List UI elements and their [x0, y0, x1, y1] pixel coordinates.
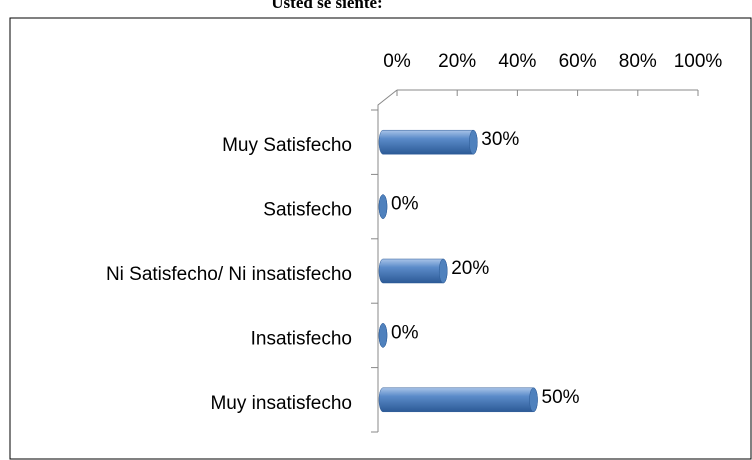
data-label: 0%: [391, 322, 419, 343]
y-tick-label: Insatisfecho: [251, 328, 352, 349]
x-tick-label: 60%: [559, 51, 597, 72]
x-tick-label: 20%: [438, 51, 476, 72]
y-tick-label: Ni Satisfecho/ Ni insatisfecho: [106, 264, 352, 285]
axis-wall: [377, 89, 398, 432]
y-tick-label: Muy Satisfecho: [222, 135, 352, 156]
bar-cap: [438, 258, 448, 284]
data-label: 30%: [481, 129, 519, 150]
bar-cap: [378, 323, 388, 348]
chart-frame: [9, 17, 752, 460]
bar: [378, 258, 448, 284]
y-tick-label: Muy insatisfecho: [210, 393, 352, 414]
data-label: 20%: [451, 258, 489, 279]
y-tick-label: Satisfecho: [263, 200, 352, 221]
bar-cap: [469, 129, 478, 155]
x-tick-label: 40%: [498, 51, 536, 72]
x-tick-label: 100%: [674, 51, 723, 72]
bar: [378, 387, 538, 413]
x-tick-label: 0%: [383, 51, 411, 72]
bar-cap: [529, 387, 538, 413]
bar-cap: [378, 194, 388, 219]
data-label: 0%: [391, 194, 419, 215]
chart-title: Usted se siente:: [271, 0, 382, 12]
x-tick-label: 80%: [619, 51, 657, 72]
bar: [378, 129, 478, 155]
data-label: 50%: [542, 387, 580, 408]
